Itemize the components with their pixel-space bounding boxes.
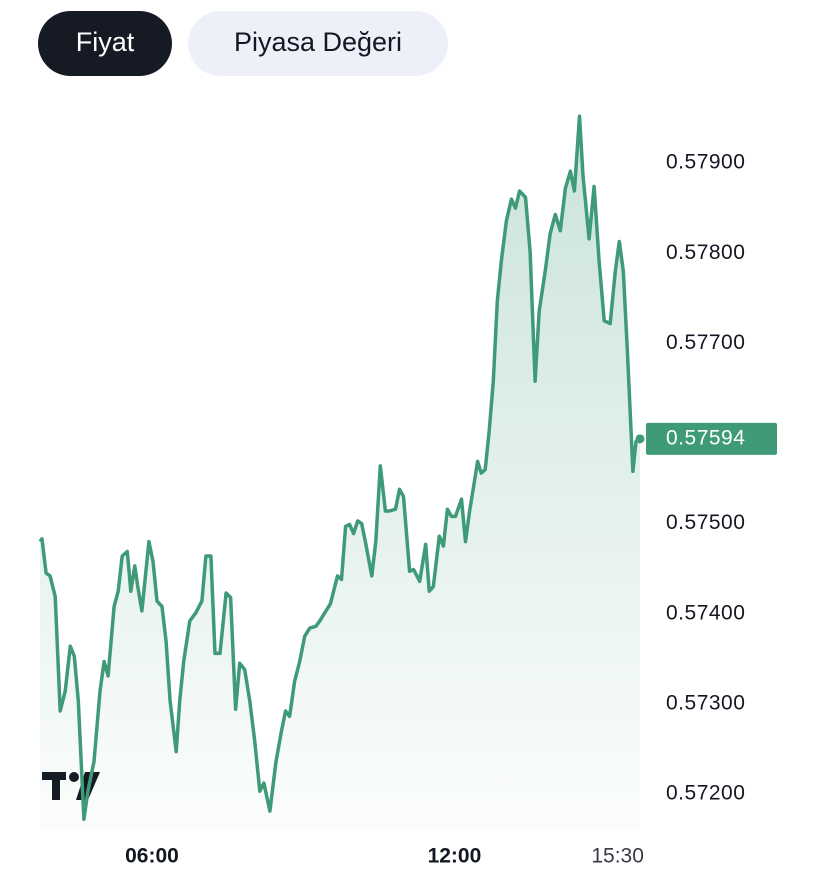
tab-label: Piyasa Değeri (234, 27, 402, 57)
y-tick-label: 0.57500 (666, 511, 745, 534)
y-tick-label: 0.57400 (666, 601, 745, 624)
y-tick-label: 0.57900 (666, 151, 745, 174)
last-point (635, 434, 645, 444)
x-tick-label: 12:00 (428, 845, 482, 868)
x-tick-label: 06:00 (125, 845, 179, 868)
current-price-tag (646, 422, 777, 455)
plot: 0.57200 0.57300 0.57400 0.57500 0.57700 0.578… (38, 114, 777, 868)
tab-background (38, 11, 172, 76)
tab-background (188, 11, 448, 76)
y-tick-label: 0.57300 (666, 691, 745, 714)
current-price-label: 0.57594 (666, 426, 745, 449)
y-tick-label: 0.57200 (666, 781, 745, 804)
tab-label: Fiyat (76, 27, 135, 57)
y-tick-label: 0.57700 (666, 331, 745, 354)
tab-fiyat[interactable]: Fiyat (38, 11, 172, 76)
price-line (38, 114, 641, 821)
area (40, 116, 640, 830)
tab-piyasa-degeri[interactable]: Piyasa Değeri (188, 11, 448, 76)
x-tick-label: 15:30 (591, 845, 644, 868)
y-tick-label: 0.57800 (666, 241, 745, 264)
